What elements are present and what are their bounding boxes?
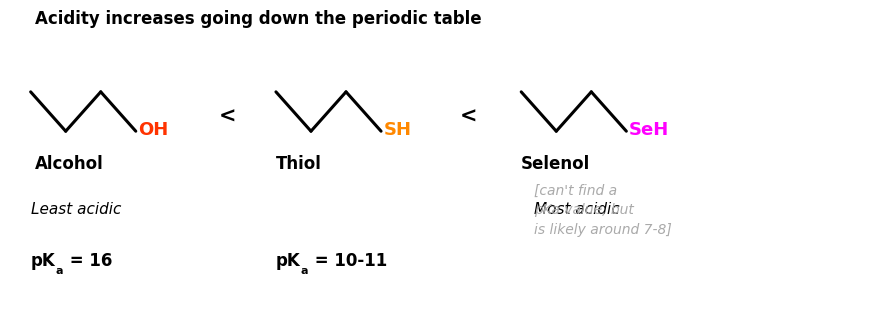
Text: a: a <box>300 266 308 276</box>
Text: SeH: SeH <box>629 121 669 138</box>
Text: OH: OH <box>138 121 169 138</box>
Text: Alcohol: Alcohol <box>35 155 103 173</box>
Text: <: < <box>219 107 237 126</box>
Text: Acidity increases going down the periodic table: Acidity increases going down the periodi… <box>35 10 482 28</box>
Text: Most acidic: Most acidic <box>534 202 620 217</box>
Text: <: < <box>460 107 477 126</box>
Text: Thiol: Thiol <box>276 155 321 173</box>
Text: a: a <box>55 266 63 276</box>
Text: = 10-11: = 10-11 <box>309 252 387 270</box>
Text: SH: SH <box>384 121 412 138</box>
Text: Least acidic: Least acidic <box>31 202 121 217</box>
Text: pK: pK <box>31 252 55 270</box>
Text: Selenol: Selenol <box>521 155 590 173</box>
Text: [can't find a
pKa value, but
is likely around 7-8]: [can't find a pKa value, but is likely a… <box>534 184 672 237</box>
Text: pK: pK <box>276 252 300 270</box>
Text: = 16: = 16 <box>64 252 112 270</box>
